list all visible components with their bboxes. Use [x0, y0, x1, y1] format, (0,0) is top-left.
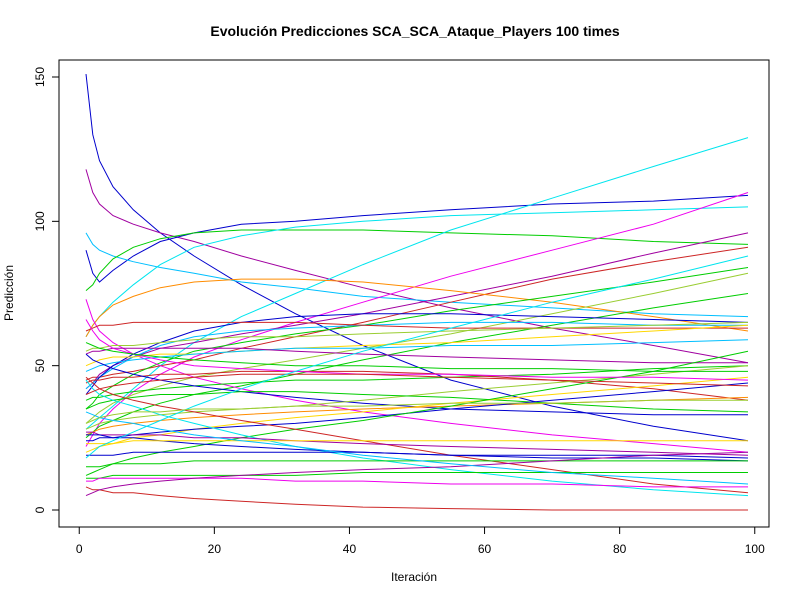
series-group: [85, 74, 749, 511]
series-line-7: [85, 137, 749, 430]
series-line-24: [85, 347, 748, 364]
x-tick-label: 20: [208, 542, 222, 556]
series-line-21: [85, 339, 749, 372]
series-line-47: [85, 255, 749, 459]
y-tick-label: 50: [33, 359, 47, 373]
y-axis-label: Predicción: [2, 265, 16, 321]
series-line-36: [86, 440, 748, 445]
series-line-20: [85, 321, 749, 352]
series-line-48: [85, 399, 748, 424]
series-line-40: [86, 477, 748, 488]
series-line-17: [85, 313, 749, 395]
x-tick-label: 100: [745, 542, 765, 556]
x-tick-label: 80: [613, 542, 627, 556]
series-line-39: [86, 472, 748, 479]
x-tick-label: 40: [343, 542, 357, 556]
series-line-5: [85, 229, 749, 291]
series-line-33: [85, 376, 749, 494]
x-tick-label: 0: [76, 542, 83, 556]
series-line-46: [85, 373, 749, 395]
series-line-44: [85, 319, 749, 381]
y-axis: 0 50 100 150: [33, 67, 60, 513]
chart-title: Evolución Predicciones SCA_SCA_Ataque_Pl…: [210, 23, 619, 39]
series-line-28: [85, 396, 749, 436]
series-line-37: [86, 460, 748, 468]
series-line-2: [85, 169, 749, 364]
series-line-12: [85, 267, 749, 410]
series-line-32: [85, 379, 749, 497]
series-line-1: [85, 74, 749, 442]
series-line-35: [86, 434, 749, 462]
series-line-10: [85, 232, 749, 390]
series-line-42: [85, 451, 749, 497]
series-line-31: [85, 350, 749, 476]
y-tick-label: 0: [33, 506, 47, 513]
x-axis: 0 20 40 60 80 100: [76, 526, 765, 556]
series-line-25: [85, 353, 748, 416]
series-line-15: [85, 299, 749, 453]
series-line-30: [86, 382, 749, 442]
series-line-43: [85, 411, 749, 485]
y-tick-label: 100: [33, 211, 47, 231]
series-line-4: [85, 232, 749, 318]
series-line-38: [86, 451, 749, 459]
series-line-26: [85, 365, 749, 430]
series-line-45: [85, 342, 748, 372]
series-line-41: [85, 486, 748, 511]
series-line-11: [85, 278, 749, 338]
series-line-22: [85, 365, 749, 401]
x-tick-label: 60: [478, 542, 492, 556]
series-line-14: [85, 293, 749, 439]
series-line-9: [85, 246, 749, 381]
x-axis-label: Iteración: [391, 570, 437, 584]
series-line-3: [85, 194, 749, 283]
plot-frame: [58, 59, 770, 528]
y-tick-label: 150: [33, 67, 47, 87]
